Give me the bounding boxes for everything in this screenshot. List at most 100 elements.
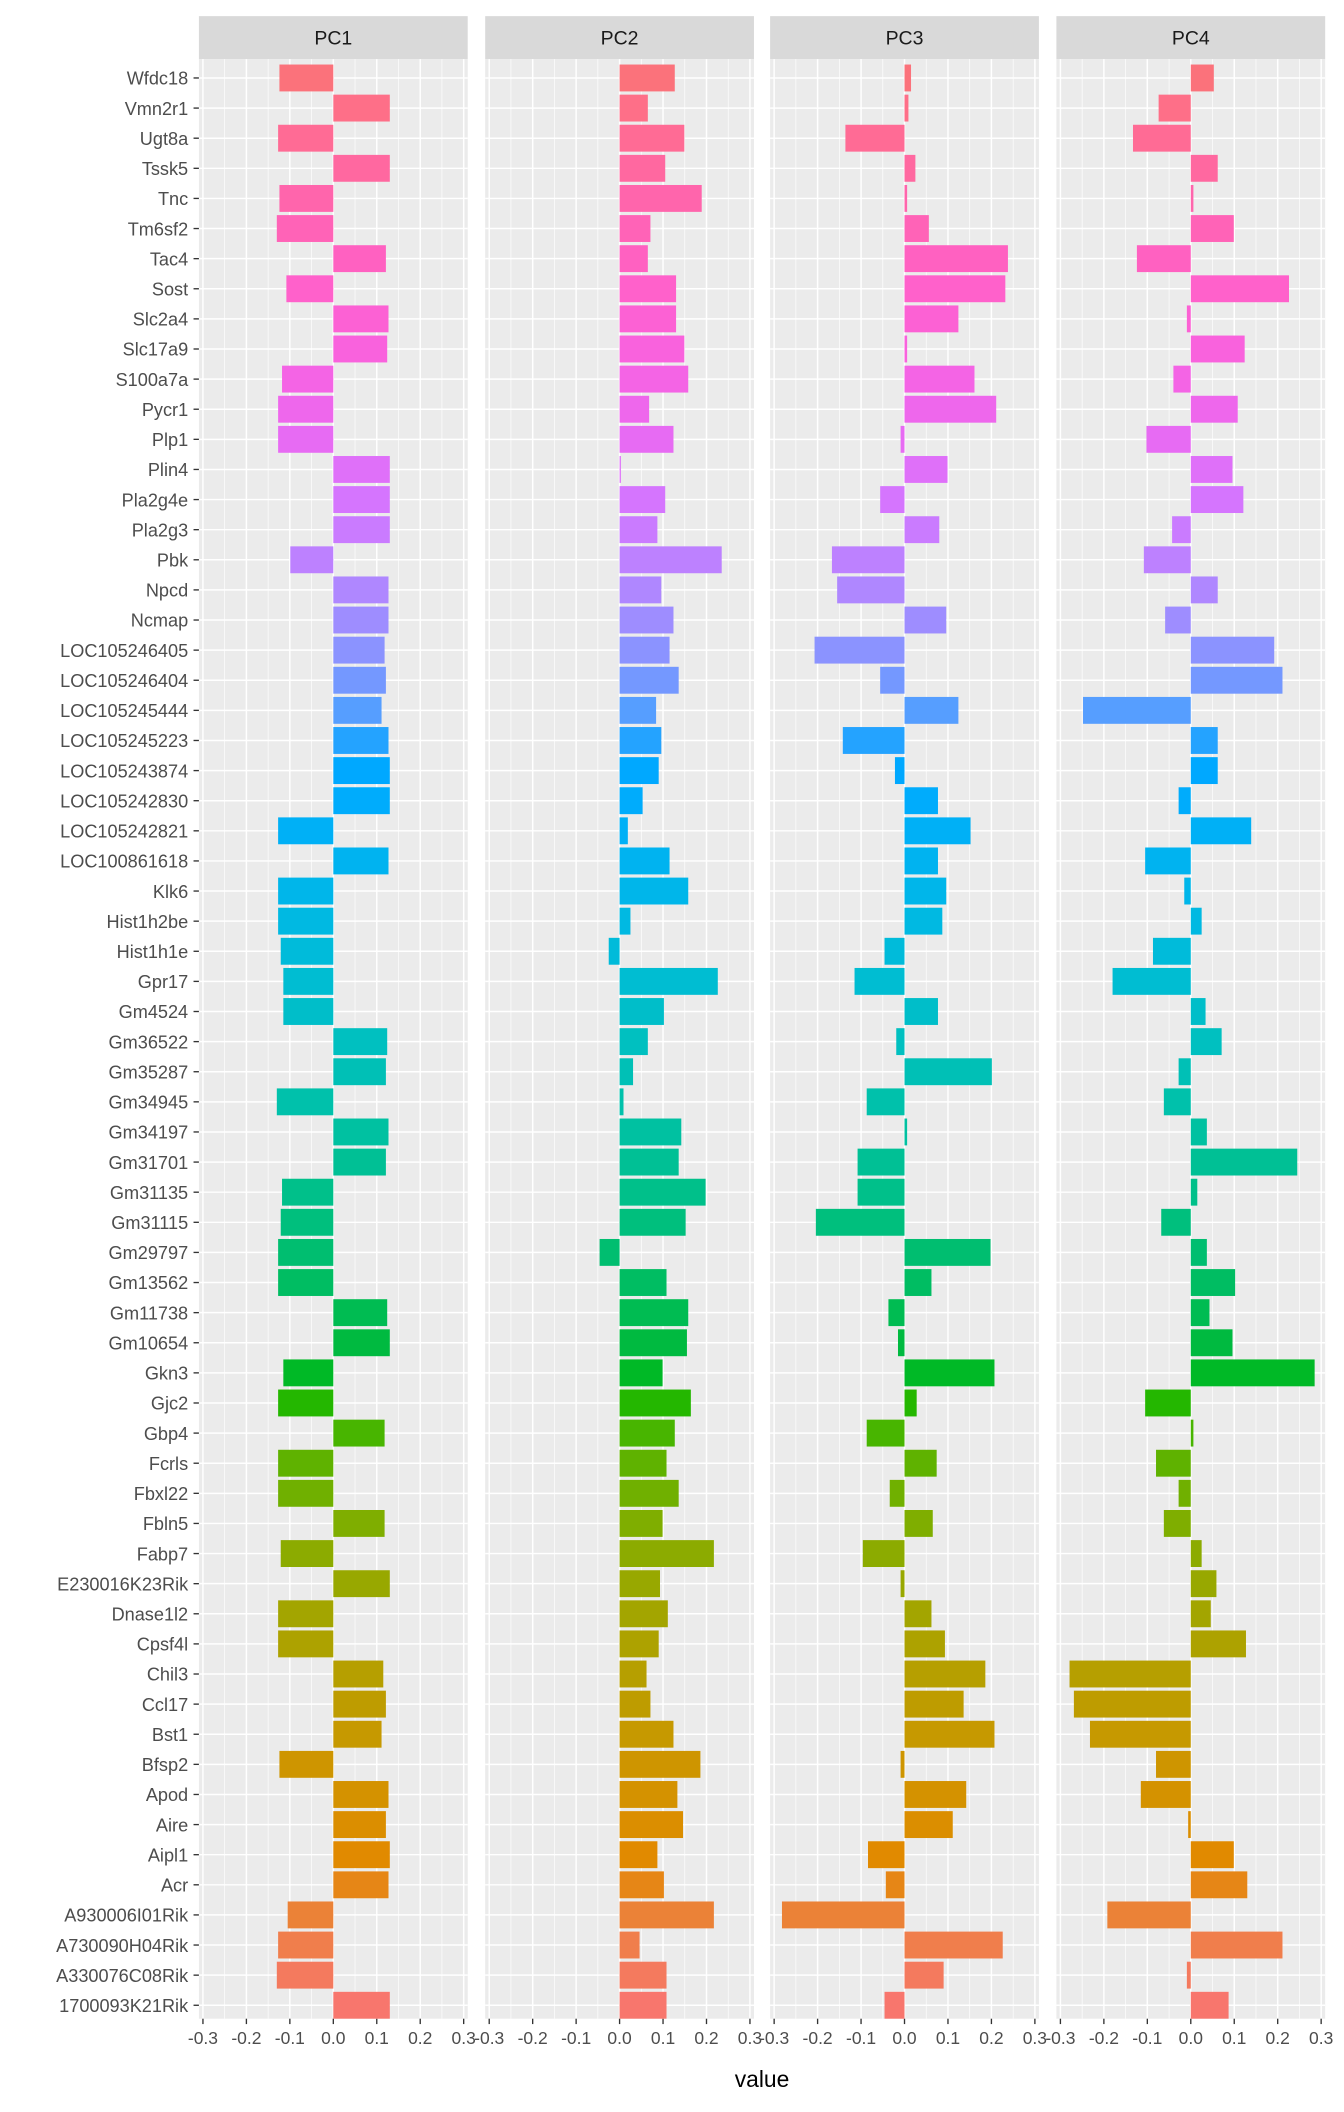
bar-pc2-dnase1l2 [619,1600,668,1628]
gene-label: Slc17a9 [123,340,189,360]
bar-pc3-pla2g4e [880,486,905,514]
gene-label: A330076C08Rik [56,1966,189,1986]
x-tick-label: 0.3 [738,2028,762,2048]
facet-strip [485,16,754,60]
bar-pc3-loc105242821 [904,817,971,845]
bar-pc3-ugt8a [845,124,905,152]
bar-pc1-gjc2 [278,1389,334,1417]
bar-pc2-gm34197 [619,1118,682,1146]
bar-pc4-gm31135 [1190,1178,1198,1206]
bar-pc3-sost [904,275,1006,303]
gene-label: Gkn3 [145,1364,188,1384]
bar-pc1-hist1h2be [278,907,334,935]
bar-pc3-pycr1 [904,395,997,423]
bar-pc4-bst1 [1089,1720,1191,1748]
bar-pc1-1700093k21rik [333,1991,390,2019]
x-tick-label: -0.2 [803,2028,833,2048]
gene-label: LOC105246404 [60,671,188,691]
bar-pc2-a930006i01rik [619,1901,714,1929]
gene-label: 1700093K21Rik [59,1996,189,2016]
bar-pc1-gm31115 [280,1208,334,1236]
gene-label: E230016K23Rik [57,1574,189,1594]
facet-panel-pc2: PC2 -0.3 -0.2 -0.1 0.0 0.1 0.2 0.3 [474,16,762,2048]
bar-pc2-hist1h2be [619,907,631,935]
bar-pc2-apod [619,1781,678,1808]
gene-label: Gbp4 [144,1424,188,1444]
bar-pc1-gm11738 [333,1299,388,1327]
facet-strip [198,16,468,60]
bar-pc4-pbk [1143,546,1191,574]
bar-pc4-loc100861618 [1145,847,1191,875]
gene-label: Gm34197 [109,1123,189,1143]
bar-pc2-loc105243874 [619,757,659,785]
bar-pc4-ncmap [1165,606,1191,634]
gene-label: LOC105246405 [60,641,188,661]
gene-label: Tnc [158,189,188,209]
facet-panels: PC1 -0.3 -0.2 -0.1 0.0 0.1 0.2 0.3 PC2 -0.3 -0.2 -0… [188,16,1333,2048]
bar-pc1-gpr17 [283,967,334,995]
x-tick-label: 0.2 [1266,2028,1290,2048]
bar-pc3-tnc [904,184,908,212]
bar-pc3-e230016k23rik [900,1570,905,1598]
bar-pc2-loc105245444 [619,696,657,724]
bar-pc4-a930006i01rik [1107,1901,1191,1929]
bar-pc4-a730090h04rik [1190,1931,1283,1959]
bar-pc1-gm34197 [333,1118,389,1146]
bar-pc1-pycr1 [278,395,334,423]
gene-label: Vmn2r1 [125,99,188,119]
x-tick-label: -0.3 [474,2028,504,2048]
bar-pc3-a730090h04rik [904,1931,1003,1959]
bar-pc3-pla2g3 [904,516,940,544]
bar-pc1-a930006i01rik [287,1901,334,1929]
x-tick-label: 0.1 [1222,2028,1246,2048]
bar-pc1-s100a7a [282,365,334,393]
bar-pc3-loc105242830 [904,787,938,815]
bar-pc2-slc2a4 [619,305,677,333]
gene-label: LOC105242830 [60,791,188,811]
gene-label: Plin4 [148,460,188,480]
bar-pc4-fabp7 [1190,1540,1202,1567]
gene-label: A730090H04Rik [56,1936,189,1956]
x-tick-label: -0.3 [759,2028,789,2048]
bar-pc1-gm35287 [333,1058,386,1086]
bar-pc1-loc105245444 [333,696,382,724]
bar-pc2-tm6sf2 [619,215,651,242]
bar-pc3-ccl17 [904,1690,964,1718]
gene-label: Tm6sf2 [128,219,188,239]
x-tick-label: 0.1 [936,2028,960,2048]
bar-pc1-pla2g3 [333,516,390,544]
bar-pc4-slc17a9 [1190,335,1245,363]
bar-pc3-fcrls [904,1449,937,1477]
bar-pc2-aipl1 [619,1841,658,1869]
bar-pc1-bst1 [333,1720,382,1748]
bar-pc2-gm13562 [619,1269,667,1296]
bar-pc4-loc105246404 [1190,666,1283,694]
bar-pc1-loc105245223 [333,727,389,754]
gene-label: Klk6 [153,882,188,902]
bar-pc4-fcrls [1156,1449,1191,1477]
bar-pc2-ccl17 [619,1690,651,1718]
bar-pc3-gm31135 [857,1178,905,1206]
bar-pc4-chil3 [1069,1660,1191,1688]
bar-pc2-plin4 [619,456,621,483]
bar-pc1-gm31135 [282,1178,334,1206]
bar-pc2-gm4524 [619,998,664,1025]
bar-pc4-vmn2r1 [1158,94,1191,122]
bar-pc1-plp1 [278,425,334,453]
bar-pc4-apod [1140,1781,1191,1808]
bar-pc1-loc100861618 [333,847,389,875]
bar-pc3-fbln5 [904,1510,933,1537]
bar-pc4-pycr1 [1190,395,1238,423]
gene-label: Pla2g3 [132,520,188,540]
bar-pc3-tm6sf2 [904,215,929,242]
bar-pc4-gm34945 [1163,1088,1191,1116]
bar-pc3-cpsf4l [904,1630,945,1658]
bar-pc1-a730090h04rik [278,1931,334,1959]
bar-pc3-tssk5 [904,154,916,182]
gene-label: Ccl17 [142,1695,188,1715]
gene-label: Gm31135 [110,1183,188,1203]
bar-pc3-loc100861618 [904,847,938,875]
gene-label: Fcrls [149,1454,188,1474]
x-tick-label: 0.0 [321,2028,346,2048]
